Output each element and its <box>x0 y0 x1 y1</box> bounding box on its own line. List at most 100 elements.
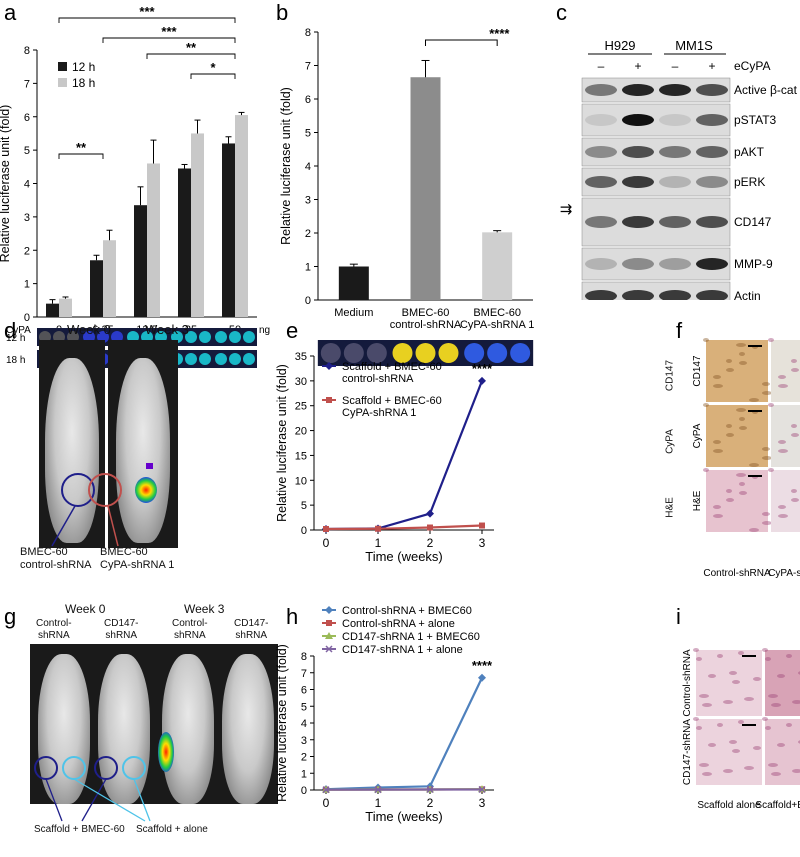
e-y-tick-label: 15 <box>295 450 307 462</box>
e-marker <box>323 526 329 533</box>
g-week-3-label: Week 3 <box>184 602 225 616</box>
f-cell <box>791 498 799 502</box>
i-cell <box>771 772 781 776</box>
b-y-tick-label: 2 <box>305 228 311 240</box>
c-band <box>622 114 654 126</box>
h-series-line <box>325 677 483 791</box>
b-plate-well <box>438 343 459 363</box>
e-x-tick-label: 0 <box>323 536 330 550</box>
h-y-tick-label: 3 <box>301 735 307 747</box>
f-cell <box>762 456 772 460</box>
f-cell <box>762 391 772 395</box>
a-significance-stars: ** <box>76 140 87 155</box>
f-cell <box>713 375 721 379</box>
h-y-tick-label: 2 <box>301 752 307 764</box>
a-bar <box>147 163 160 317</box>
i-cell <box>753 746 761 750</box>
i-cell <box>732 749 740 753</box>
e-x-axis-title: Time (weeks) <box>365 549 443 564</box>
e-x-tick-label: 1 <box>375 536 382 550</box>
e-legend-label: Scaffold + BMEC-60 CyPA-shRNA 1 <box>342 395 442 419</box>
f-cell <box>736 408 746 412</box>
panel-c-label: c <box>556 0 567 25</box>
b-y-tick-label: 7 <box>305 61 311 73</box>
c-cell-line-label: H929 <box>604 38 635 53</box>
panel-e-label: e <box>286 318 299 343</box>
f-cell <box>739 352 745 356</box>
i-cell <box>696 657 702 661</box>
c-band <box>696 114 728 126</box>
c-band <box>659 216 691 228</box>
i-cell <box>693 717 699 721</box>
c-band <box>659 114 691 126</box>
b-x-tick-label: Medium <box>334 307 373 319</box>
i-tile <box>765 719 800 785</box>
e-y-tick-label: 0 <box>301 525 307 537</box>
h-y-axis-title: Relative luciferase unit (fold) <box>275 644 289 802</box>
e-marker <box>427 524 433 531</box>
i-cell <box>723 769 733 773</box>
e-x-tick-label: 3 <box>479 536 486 550</box>
panel-g-label: g <box>4 604 17 629</box>
i-cell <box>792 700 800 704</box>
i-cell <box>738 651 744 655</box>
f-cell <box>791 489 797 493</box>
c-band <box>622 146 654 158</box>
c-blot-label: MMP-9 <box>734 257 773 271</box>
a-bar <box>235 115 248 317</box>
f-tile <box>706 470 768 532</box>
f-cell <box>726 368 734 372</box>
e-marker <box>479 522 485 529</box>
b-x-tick-label: BMEC-60 CyPA-shRNA 1 <box>460 307 534 331</box>
e-y-tick-label: 35 <box>295 351 307 363</box>
a-plate-well <box>185 331 197 343</box>
a-y-tick-label: 4 <box>24 179 30 191</box>
a-plate-well <box>229 353 241 365</box>
g-mouse-label-1: Control- shRNA <box>36 618 72 641</box>
i-cell <box>738 720 744 724</box>
a-y-tick-label: 6 <box>24 112 30 124</box>
e-marker <box>478 376 486 385</box>
i-cell <box>717 723 723 727</box>
f-col-label: Control-shRNA <box>703 568 771 579</box>
b-y-tick-label: 4 <box>305 161 311 173</box>
a-y-tick-label: 3 <box>24 212 30 224</box>
c-lane-sign: + <box>708 59 715 73</box>
c-blot-label: pSTAT3 <box>734 113 777 127</box>
i-cell <box>768 763 778 767</box>
i-cell <box>708 674 716 678</box>
h-legend-label: Control-shRNA + BMEC60 <box>342 605 472 617</box>
c-band <box>585 258 617 270</box>
e-x-tick-label: 2 <box>427 536 434 550</box>
e-significance-stars: **** <box>472 361 493 376</box>
f-cell <box>726 489 732 493</box>
f-cell <box>762 447 770 451</box>
i-cell <box>708 743 716 747</box>
b-plate-well <box>415 343 436 363</box>
a-legend-swatch <box>58 78 67 87</box>
f-cell <box>726 433 734 437</box>
i-cell <box>762 717 768 721</box>
e-marker <box>426 509 434 518</box>
b-bar <box>338 266 369 300</box>
i-tile <box>696 719 762 785</box>
a-bar <box>46 303 59 317</box>
a-bar <box>134 205 147 317</box>
c-band <box>622 290 654 300</box>
f-cell <box>791 368 799 372</box>
i-cell <box>792 769 800 773</box>
f-cell <box>739 482 745 486</box>
luminescence-signal <box>135 477 157 503</box>
e-legend-label: Scaffold + BMEC-60 control-shRNA <box>342 361 442 385</box>
a-plate-well <box>185 353 197 365</box>
f-cell <box>768 403 774 407</box>
g-label-scaffold-alone: Scaffold + alone <box>136 824 208 835</box>
panel-h-label: h <box>286 604 299 629</box>
panel-h-line-chart: 0 1 2 3 4 5 6 7 8 Relative luciferase unit (fold)… <box>275 605 494 824</box>
e-y-tick-label: 30 <box>295 376 307 388</box>
f-cell <box>749 463 759 467</box>
panel-c-western-blot: H929 MM1S – + – + eCyPA Active β-cat pSTAT3 pAKT p… <box>560 38 798 300</box>
e-y-tick-label: 20 <box>295 426 307 438</box>
f-cell <box>778 375 786 379</box>
